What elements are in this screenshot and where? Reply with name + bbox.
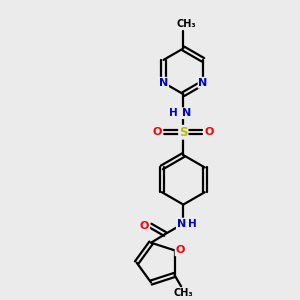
Text: H: H (188, 219, 197, 229)
Text: S: S (179, 126, 188, 139)
Text: O: O (176, 245, 185, 255)
Text: O: O (204, 127, 214, 137)
Text: O: O (140, 220, 149, 230)
Text: N: N (177, 219, 186, 229)
Text: N: N (199, 78, 208, 88)
Text: CH₃: CH₃ (176, 19, 196, 29)
Text: H: H (169, 108, 178, 118)
Text: CH₃: CH₃ (173, 288, 193, 298)
Text: O: O (153, 127, 162, 137)
Text: N: N (159, 78, 168, 88)
Text: N: N (182, 108, 191, 118)
